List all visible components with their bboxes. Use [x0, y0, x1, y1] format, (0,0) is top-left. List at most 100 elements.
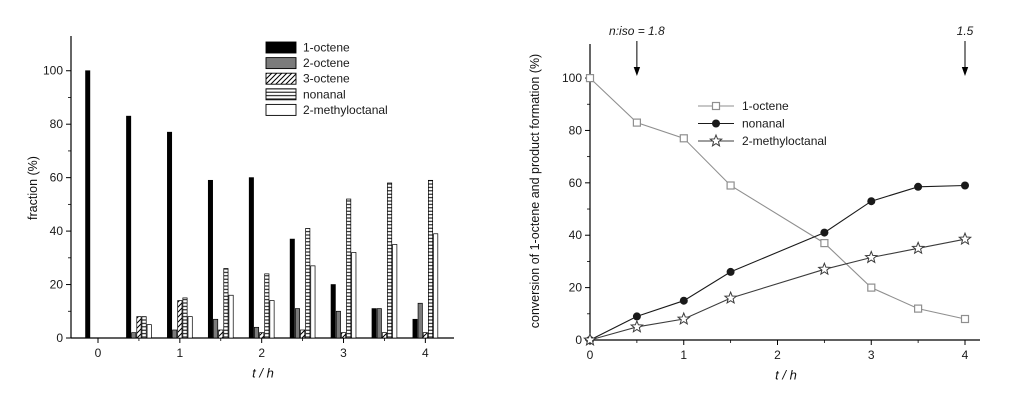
bar-chart-y-axis-title: fraction (%) [26, 156, 40, 220]
bar-2-octene [213, 318, 219, 339]
bar-3-octene [381, 332, 387, 339]
line-chart-x-axis-title: t / h [775, 367, 797, 383]
bar-2-methyloctanal [146, 324, 152, 339]
bar-chart-panel: 0 20 40 60 80 100 0 1 2 3 4 1-octene 2-octene 3-octen… [14, 6, 474, 396]
legend-label: nonanal [742, 117, 785, 131]
annotation-text: n:iso = 1.8 [609, 24, 665, 38]
bar-2-octene [335, 310, 341, 339]
bar-2-octene [376, 308, 382, 339]
y-tick-label: 80 [50, 117, 64, 131]
marker-square [632, 118, 642, 127]
marker-circle [914, 182, 923, 191]
marker-square [960, 314, 970, 324]
x-tick-label: 4 [962, 348, 969, 362]
line-chart-panel: 0 20 40 60 80 100 0 1 2 3 4 1-octene nonanal 2-methyl… [518, 2, 1018, 398]
marker-square [585, 73, 595, 83]
bar-2-methyloctanal [351, 252, 357, 339]
bar-3-octene [218, 329, 224, 339]
bar-nonanal [428, 179, 434, 339]
bar-1-octene [85, 70, 91, 339]
marker-star [911, 240, 926, 255]
bar-2-octene [417, 302, 423, 339]
bar-3-octene [259, 332, 265, 339]
x-tick-label: 0 [587, 348, 594, 362]
bar-nonanal [387, 182, 393, 339]
bar-2-octene [131, 332, 137, 339]
y-tick-label: 40 [569, 228, 583, 242]
annotation-arrow-head [961, 67, 969, 76]
y-tick-label: 100 [43, 64, 63, 78]
bar-3-octene [300, 329, 306, 339]
bar-2-octene [172, 329, 178, 339]
y-tick-label: 20 [50, 278, 64, 292]
legend-label: 1-octene [742, 99, 789, 113]
marker-square [820, 239, 829, 248]
marker-square [914, 304, 923, 313]
bar-2-octene [294, 308, 300, 339]
series-line-1-octene [589, 77, 966, 320]
legend-swatch-2-octene [265, 57, 297, 70]
bar-3-octene [422, 332, 428, 339]
legend-swatch-3-octene [265, 72, 297, 85]
marker-circle [820, 228, 829, 237]
line-chart-y-axis-title: conversion of 1-octene and product forma… [528, 53, 542, 329]
bar-nonanal [223, 268, 229, 339]
x-tick-label: 2 [258, 346, 265, 360]
bar-1-octene [167, 131, 173, 339]
marker-star [676, 311, 691, 326]
marker-star [723, 290, 738, 305]
bar-nonanal [182, 297, 188, 339]
y-tick-label: 60 [50, 171, 64, 185]
bar-1-octene [207, 179, 213, 339]
legend-label: 3-octene [303, 72, 350, 86]
marker-circle [867, 197, 876, 206]
legend-swatch-1-octene [265, 41, 297, 54]
marker-square [726, 181, 735, 190]
bar-2-methyloctanal [392, 244, 398, 339]
bar-1-octene [412, 318, 418, 339]
x-tick-label: 0 [95, 346, 102, 360]
marker-circle [712, 119, 720, 128]
y-tick-label: 40 [50, 224, 64, 238]
bar-2-methyloctanal [310, 265, 316, 339]
marker-circle [961, 181, 969, 190]
marker-square [867, 283, 876, 292]
legend-swatch-nonanal [265, 88, 297, 101]
bar-1-octene [371, 308, 377, 339]
legend-label: 2-methyloctanal [303, 103, 388, 117]
bar-2-octene [254, 326, 260, 339]
legend-label: nonanal [303, 87, 346, 101]
legend-label: 2-methyloctanal [742, 134, 827, 148]
legend-label: 1-octene [303, 41, 350, 55]
marker-circle [726, 267, 735, 276]
line-chart-svg: 0 20 40 60 80 100 0 1 2 3 4 1-octene nonanal 2-methyl… [562, 24, 980, 362]
bar-1-octene [330, 284, 336, 339]
series-line-nonanal [589, 184, 966, 341]
marker-square [711, 101, 721, 111]
y-tick-label: 0 [575, 333, 582, 347]
annotation-text: 1.5 [957, 24, 974, 38]
bar-1-octene [126, 115, 132, 339]
x-tick-label: 3 [340, 346, 347, 360]
bar-3-octene [136, 316, 142, 339]
legend-label: 2-octene [303, 56, 350, 70]
bar-2-methyloctanal [228, 294, 234, 339]
bar-2-methyloctanal [433, 233, 439, 339]
bar-chart-x-axis-title: t / h [252, 365, 274, 381]
y-tick-label: 100 [562, 71, 582, 85]
bar-nonanal [346, 198, 352, 339]
marker-star [817, 261, 832, 276]
series-line-2-methyloctanal [589, 238, 966, 341]
marker-star [708, 133, 724, 147]
marker-star [629, 319, 644, 333]
bar-2-methyloctanal [187, 316, 193, 339]
x-tick-label: 1 [177, 346, 184, 360]
x-tick-label: 3 [868, 348, 875, 362]
marker-star [864, 250, 879, 264]
bar-3-octene [177, 300, 183, 339]
bar-1-octene [289, 238, 295, 339]
marker-star [957, 231, 973, 246]
bar-2-methyloctanal [269, 300, 275, 339]
marker-circle [679, 296, 688, 305]
